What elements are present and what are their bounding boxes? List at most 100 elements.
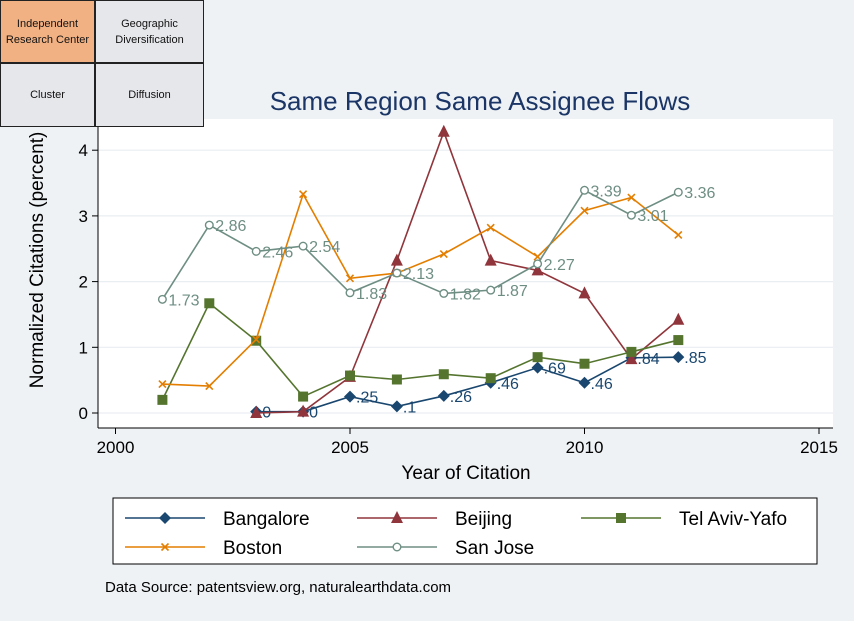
data-point-san-jose <box>204 220 214 230</box>
data-point-beijing <box>250 406 263 418</box>
data-label-san-jose: 1.73 <box>168 292 199 309</box>
data-point-beijing <box>578 286 591 299</box>
data-point-san-jose <box>439 288 449 298</box>
legend-item-tel-aviv-yafo: Tel Aviv-Yafo <box>581 509 787 530</box>
x-marker-stroke <box>533 252 542 261</box>
data-point-san-jose <box>673 187 683 197</box>
data-label-bangalore: .46 <box>591 376 613 393</box>
data-point-beijing <box>531 263 544 276</box>
data-label-bangalore: .25 <box>356 390 378 407</box>
data-label-san-jose: 1.82 <box>450 286 481 303</box>
x-axis-title: Year of Citation <box>401 463 530 484</box>
data-point-tel-aviv-yafo <box>673 335 684 346</box>
legend-label: Boston <box>223 538 282 559</box>
data-point-bangalore <box>344 390 356 403</box>
data-label-bangalore: .84 <box>637 351 659 368</box>
y-tick-label: 2 <box>79 273 88 292</box>
data-point-san-jose <box>251 246 261 256</box>
legend-item-bangalore: Bangalore <box>125 509 310 530</box>
data-point-beijing <box>437 124 450 137</box>
data-point-beijing <box>390 253 403 266</box>
x-tick-label: 2010 <box>566 438 604 457</box>
data-point-bangalore <box>672 351 685 364</box>
data-point-tel-aviv-yafo <box>204 298 215 309</box>
data-label-san-jose: 3.39 <box>591 183 622 200</box>
y-tick-label: 4 <box>79 141 88 160</box>
y-tick-label: 0 <box>79 404 88 423</box>
data-point-boston <box>158 380 167 389</box>
data-point-san-jose <box>626 210 636 220</box>
nav-independent-research-center[interactable]: Independent Research Center <box>0 0 95 63</box>
data-label-bangalore: .69 <box>544 361 566 378</box>
x-marker-stroke <box>299 190 308 199</box>
data-label-san-jose: 2.27 <box>544 257 575 274</box>
chart-title: Same Region Same Assignee Flows <box>270 86 691 116</box>
data-point-tel-aviv-yafo <box>251 335 262 346</box>
legend-box <box>112 497 818 565</box>
data-label-bangalore: .1 <box>403 399 416 416</box>
x-marker-stroke <box>627 193 636 202</box>
data-point-beijing <box>484 253 497 266</box>
data-label-san-jose: 3.01 <box>637 208 668 225</box>
legend-swatch-marker <box>616 513 626 523</box>
legend-item-boston: Boston <box>125 538 282 559</box>
nav-diffusion[interactable]: Diffusion <box>95 63 204 127</box>
data-point-bangalore <box>437 389 450 402</box>
source-note: Data Source: patentsview.org, naturalear… <box>105 579 451 596</box>
data-point-beijing <box>297 404 310 417</box>
data-point-tel-aviv-yafo <box>438 369 449 380</box>
series-layer: 0 0.25.1.26.46.69.46.84.851.732.862.46 2.5… <box>157 124 716 422</box>
data-point-san-jose <box>298 241 308 251</box>
series-line-tel-aviv-yafo <box>161 302 679 401</box>
axes: 0 1 2 3 4 2000 2005 2010 2015 <box>79 119 838 457</box>
data-label-san-jose: 2.86 <box>215 218 246 235</box>
plot-area <box>98 119 833 428</box>
data-point-boston <box>345 274 355 283</box>
data-point-tel-aviv-yafo <box>579 358 590 369</box>
y-tick-label: 3 <box>79 207 88 226</box>
data-point-boston <box>486 223 495 232</box>
legend-swatch-marker <box>391 511 403 523</box>
data-point-boston <box>580 206 589 215</box>
nav-cluster[interactable]: Cluster <box>0 63 95 127</box>
data-point-boston <box>439 249 448 259</box>
data-point-tel-aviv-yafo <box>532 352 543 363</box>
data-point-boston <box>674 230 683 240</box>
nav-geographic-diversification[interactable]: Geographic Diversification <box>95 0 204 63</box>
legend-label: Bangalore <box>223 509 310 530</box>
data-point-bangalore <box>578 376 591 389</box>
data-point-tel-aviv-yafo <box>485 373 496 384</box>
x-tick-label: 2015 <box>800 438 838 457</box>
data-label-san-jose: 2.54 <box>309 239 340 256</box>
series-line-san-jose <box>161 189 679 300</box>
data-label-bangalore: .85 <box>684 350 706 367</box>
data-point-bangalore <box>390 400 403 413</box>
data-label-san-jose: 1.87 <box>497 283 528 300</box>
data-point-tel-aviv-yafo <box>626 346 637 357</box>
data-point-tel-aviv-yafo <box>391 374 402 385</box>
data-point-san-jose <box>345 288 355 298</box>
data-point-san-jose <box>157 294 167 304</box>
legend-swatch-marker <box>392 542 402 552</box>
series-line-bangalore <box>256 356 679 413</box>
data-point-boston <box>299 190 308 199</box>
x-marker-stroke <box>674 230 683 240</box>
data-label-san-jose: 2.13 <box>403 266 434 283</box>
x-marker-stroke <box>205 381 214 391</box>
nav-grid: Independent Research Center Geographic D… <box>0 0 204 127</box>
data-label-bangalore: 0 <box>309 405 318 422</box>
y-axis-title: Normalized Citations (percent) <box>27 132 48 389</box>
legend-label: San Jose <box>455 538 534 559</box>
x-marker-stroke <box>158 380 167 389</box>
legend-swatch-marker <box>160 542 170 552</box>
data-point-beijing <box>625 352 638 365</box>
x-marker-stroke <box>486 223 495 232</box>
data-point-boston <box>205 381 214 391</box>
data-label-san-jose: 3.36 <box>684 185 715 202</box>
data-point-bangalore <box>531 361 544 374</box>
grid <box>98 149 833 414</box>
x-marker-stroke <box>252 335 261 344</box>
series-line-boston <box>162 192 679 387</box>
data-point-beijing <box>672 312 685 325</box>
